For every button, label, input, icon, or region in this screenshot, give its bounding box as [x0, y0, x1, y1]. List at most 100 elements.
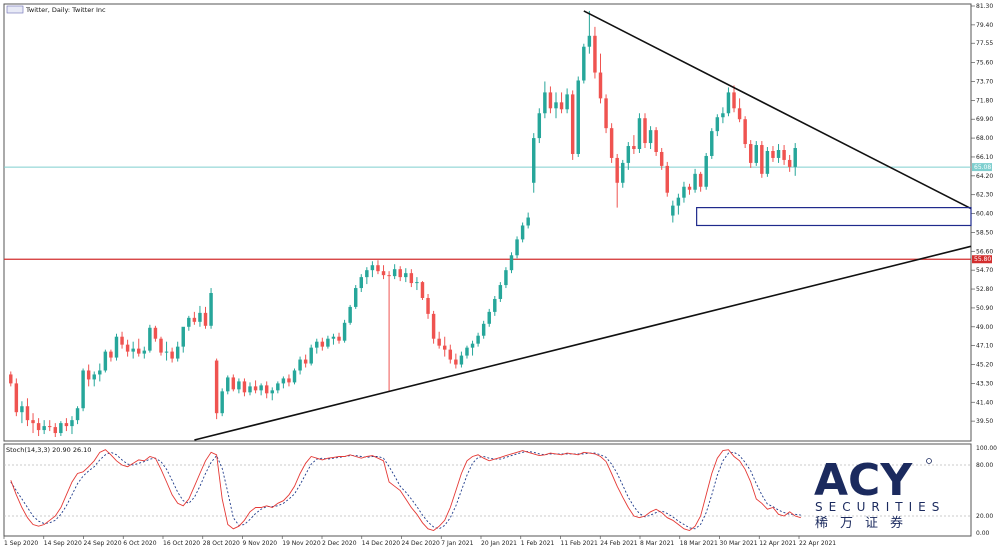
candle-body	[315, 341, 319, 348]
date-tick-label: 6 Oct 2020	[123, 540, 156, 547]
candle-body	[676, 197, 681, 206]
current-price-level: 65.08	[4, 163, 992, 172]
candle-body	[281, 378, 286, 384]
date-tick-label: 14 Dec 2020	[362, 540, 401, 547]
support-zone-box	[696, 207, 972, 227]
candle-body	[404, 273, 408, 278]
stoch-signal-line	[10, 450, 801, 530]
candle-body	[31, 420, 35, 424]
candle-body	[42, 426, 46, 431]
candle-body	[643, 118, 647, 144]
candle-body	[570, 94, 575, 154]
price-tick-label: 69.90	[976, 116, 993, 123]
date-tick-label: 30 Mar 2021	[720, 540, 758, 547]
date-tick-label: 24 Feb 2021	[600, 540, 638, 547]
price-tick-label: 60.40	[976, 211, 993, 218]
candle-body	[253, 386, 258, 391]
price-tick-label: 75.60	[976, 60, 993, 67]
price-tick-label: 79.40	[976, 22, 993, 29]
candle-body	[443, 345, 447, 350]
stoch-main-line	[10, 449, 801, 531]
candle-body	[120, 336, 124, 345]
candle-body	[715, 117, 720, 132]
candle-body	[448, 349, 453, 360]
candle-body	[164, 351, 169, 353]
candle-body	[771, 150, 775, 158]
candle-body	[782, 150, 786, 160]
candle-body	[392, 269, 397, 277]
candle-body	[420, 282, 425, 298]
candle-body	[298, 359, 302, 371]
candle-body	[376, 265, 380, 272]
candle-body	[148, 327, 152, 351]
candle-body	[787, 159, 792, 167]
candle-body	[98, 370, 102, 375]
date-tick-label: 1 Sep 2020	[4, 540, 38, 547]
candle-body	[365, 270, 369, 278]
candle-body	[342, 322, 347, 341]
candle-body	[387, 275, 391, 277]
candle-body	[36, 423, 41, 431]
candle-body	[704, 155, 708, 187]
candle-body	[459, 355, 464, 365]
candle-body	[226, 377, 230, 392]
chart-title: Twitter, Daily: Twitter Inc	[6, 5, 106, 14]
candle-body	[137, 348, 141, 354]
date-tick-label: 12 Apr 2021	[759, 540, 796, 547]
candle-body	[192, 317, 197, 322]
resistance-trendline	[583, 10, 972, 210]
candle-body	[415, 282, 419, 284]
candle-body	[337, 336, 341, 341]
candle-body	[548, 92, 553, 109]
candle-body	[20, 406, 24, 413]
candle-body	[242, 381, 247, 393]
stoch-panel-frame	[3, 443, 972, 537]
candle-body	[576, 80, 580, 154]
candle-body	[504, 270, 508, 286]
candle-body	[59, 423, 63, 434]
date-tick-label: 8 Mar 2021	[640, 540, 674, 547]
candle-body	[604, 98, 608, 129]
registered-mark-icon	[926, 458, 932, 464]
candle-body	[237, 381, 241, 390]
date-tick-label: 28 Oct 2020	[203, 540, 240, 547]
stoch-axis: 100.00 80.00 20.00 0.00	[976, 445, 997, 537]
stoch-tick-label: 20.00	[976, 513, 993, 520]
candle-body	[493, 298, 497, 312]
logo-chinese: 稀万证券	[815, 515, 915, 531]
candle-body	[698, 173, 703, 187]
candle-body	[231, 377, 236, 390]
candle-body	[626, 146, 631, 163]
price-tick-label: 58.50	[976, 229, 993, 236]
candle-body	[621, 162, 625, 183]
candle-body	[693, 173, 697, 190]
stoch-tick-label: 0.00	[976, 530, 990, 537]
candle-body	[481, 323, 486, 336]
stoch-levels	[4, 464, 971, 517]
candle-body	[760, 145, 764, 174]
candle-body	[532, 138, 536, 183]
candle-body	[509, 255, 514, 271]
candle-body	[520, 225, 525, 240]
candle-body	[92, 374, 96, 380]
candle-body	[259, 385, 263, 391]
candle-body	[398, 269, 402, 278]
date-tick-label: 1 Feb 2021	[521, 540, 555, 547]
candle-body	[721, 113, 725, 118]
date-tick-label: 7 Jan 2021	[441, 540, 473, 547]
candle-body	[220, 391, 224, 414]
candle-body	[264, 385, 269, 394]
candle-body	[515, 239, 519, 256]
candle-body	[187, 317, 191, 327]
candle-body	[170, 351, 174, 359]
drawings	[194, 10, 972, 441]
candle-body	[454, 359, 458, 365]
candle-body	[198, 312, 202, 322]
candle-body	[687, 186, 692, 190]
current-price-tag	[972, 163, 992, 172]
date-axis: 1 Sep 2020 14 Sep 2020 24 Sep 2020 6 Oct 20…	[3, 536, 836, 547]
candle-body	[326, 338, 330, 347]
candle-body	[309, 347, 313, 364]
candle-body	[765, 150, 770, 174]
